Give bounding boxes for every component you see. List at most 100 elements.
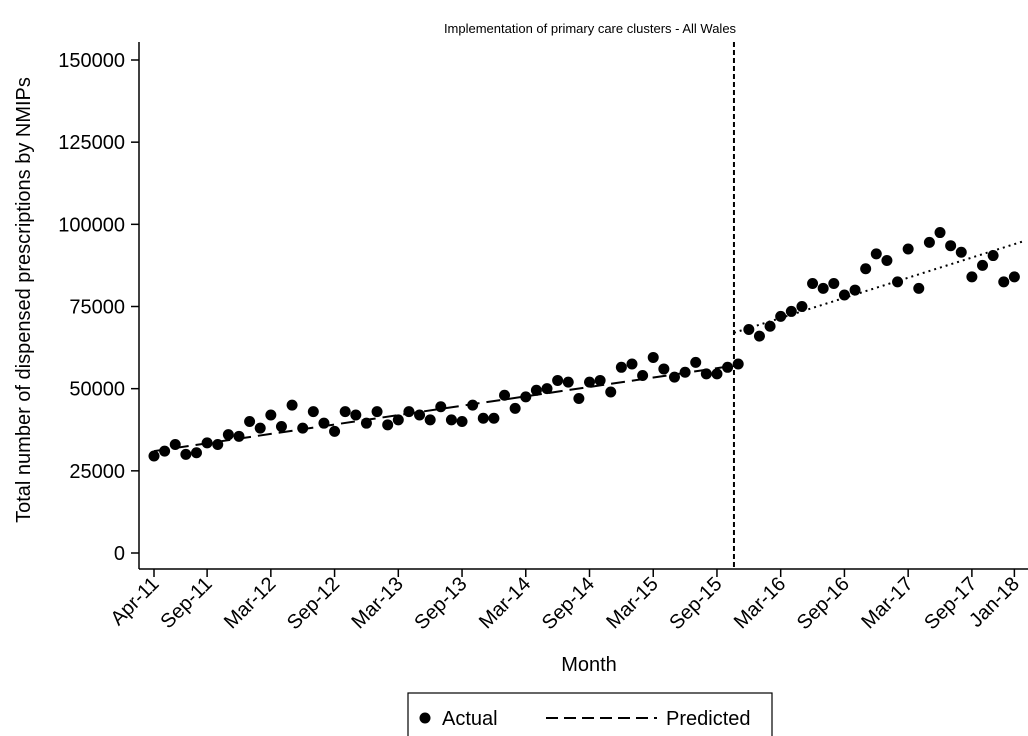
actual-point bbox=[647, 351, 659, 363]
x-tick-label: Mar-14 bbox=[475, 573, 535, 633]
actual-point bbox=[764, 320, 776, 332]
actual-point bbox=[520, 391, 532, 403]
y-axis-ticks: 0 25000 50000 75000 100000 125000 150000 bbox=[58, 50, 139, 565]
actual-point bbox=[499, 389, 511, 401]
predicted-line bbox=[153, 364, 735, 453]
actual-point bbox=[860, 263, 872, 275]
actual-point bbox=[753, 330, 765, 342]
actual-point bbox=[435, 401, 447, 413]
x-tick-label: Sep-12 bbox=[283, 573, 344, 634]
actual-point bbox=[732, 358, 744, 370]
actual-point bbox=[923, 236, 935, 248]
actual-point bbox=[382, 419, 394, 431]
actual-point bbox=[711, 368, 723, 380]
actual-point bbox=[977, 259, 989, 271]
actual-point bbox=[849, 284, 861, 296]
actual-point bbox=[870, 248, 882, 260]
actual-point bbox=[785, 305, 797, 317]
actual-point bbox=[201, 437, 213, 449]
actual-point bbox=[743, 324, 755, 336]
x-tick-label: Sep-14 bbox=[538, 573, 599, 634]
actual-point bbox=[934, 227, 946, 239]
x-tick-label: Mar-17 bbox=[857, 573, 917, 633]
actual-point bbox=[222, 429, 234, 441]
actual-point bbox=[169, 439, 181, 451]
plot-area: 0 25000 50000 75000 100000 125000 150000 Apr-1… bbox=[58, 42, 1028, 634]
x-tick-label: Mar-13 bbox=[347, 573, 407, 633]
x-tick-label: Sep-15 bbox=[665, 573, 726, 634]
actual-point bbox=[690, 356, 702, 368]
legend-marker-actual bbox=[419, 712, 431, 724]
actual-point bbox=[658, 363, 670, 375]
actual-point bbox=[775, 310, 787, 322]
x-tick-label: Sep-11 bbox=[157, 573, 217, 633]
x-tick-label: Mar-15 bbox=[602, 573, 662, 633]
actual-point bbox=[190, 447, 202, 459]
y-tick-label: 125000 bbox=[58, 132, 125, 154]
actual-point bbox=[318, 417, 330, 429]
y-tick-label: 0 bbox=[114, 543, 125, 565]
actual-point bbox=[254, 422, 266, 434]
actual-point bbox=[998, 276, 1010, 288]
y-tick-label: 100000 bbox=[58, 214, 125, 236]
actual-point bbox=[807, 277, 819, 289]
actual-point bbox=[945, 240, 957, 252]
y-tick-label: 50000 bbox=[69, 379, 125, 401]
actual-point bbox=[212, 439, 224, 451]
actual-point bbox=[562, 376, 574, 388]
actual-point bbox=[913, 282, 925, 294]
actual-point bbox=[817, 282, 829, 294]
actual-point bbox=[467, 399, 479, 411]
actual-point bbox=[360, 417, 372, 429]
actual-point bbox=[530, 384, 542, 396]
actual-point bbox=[286, 399, 298, 411]
actual-point bbox=[605, 386, 617, 398]
actual-point bbox=[552, 374, 564, 386]
actual-point bbox=[233, 430, 245, 442]
actual-point bbox=[541, 383, 553, 395]
actual-point bbox=[488, 412, 500, 424]
actual-point bbox=[626, 358, 638, 370]
actual-point bbox=[796, 301, 808, 312]
x-tick-label: Sep-13 bbox=[410, 573, 471, 634]
actual-point bbox=[615, 361, 627, 373]
actual-point bbox=[1008, 271, 1020, 283]
legend-label-predicted: Predicted bbox=[666, 708, 751, 730]
actual-point bbox=[637, 370, 649, 382]
x-tick-label: Apr-11 bbox=[107, 573, 164, 630]
legend: Actual Predicted bbox=[407, 692, 773, 736]
actual-point bbox=[892, 276, 904, 288]
legend-box bbox=[407, 692, 773, 736]
data-points bbox=[148, 227, 1020, 462]
actual-point bbox=[424, 414, 436, 426]
fit-lines bbox=[153, 239, 1026, 453]
actual-point bbox=[594, 374, 606, 386]
actual-point bbox=[350, 409, 362, 421]
actual-point bbox=[881, 254, 893, 266]
actual-point bbox=[339, 406, 351, 418]
actual-point bbox=[445, 414, 457, 426]
actual-point bbox=[456, 416, 468, 428]
actual-point bbox=[838, 289, 850, 301]
chart-title: Implementation of primary care clusters … bbox=[444, 21, 737, 36]
actual-point bbox=[414, 409, 426, 421]
y-tick-label: 25000 bbox=[69, 461, 125, 483]
actual-point bbox=[297, 422, 309, 434]
x-tick-label: Sep-17 bbox=[920, 573, 981, 634]
y-tick-label: 150000 bbox=[58, 50, 125, 72]
actual-point bbox=[679, 366, 691, 378]
actual-point bbox=[584, 376, 595, 388]
x-axis-title: Month bbox=[561, 654, 617, 676]
actual-point bbox=[265, 409, 277, 421]
x-tick-label: Mar-16 bbox=[730, 573, 790, 633]
x-tick-label: Mar-12 bbox=[220, 573, 280, 633]
actual-point bbox=[509, 402, 521, 414]
actual-point bbox=[987, 250, 999, 262]
actual-point bbox=[159, 445, 171, 457]
actual-point bbox=[722, 361, 734, 373]
actual-point bbox=[148, 450, 160, 462]
actual-point bbox=[700, 368, 712, 380]
actual-point bbox=[275, 420, 287, 432]
x-tick-label: Sep-16 bbox=[793, 573, 854, 634]
legend-label-actual: Actual bbox=[442, 708, 498, 730]
